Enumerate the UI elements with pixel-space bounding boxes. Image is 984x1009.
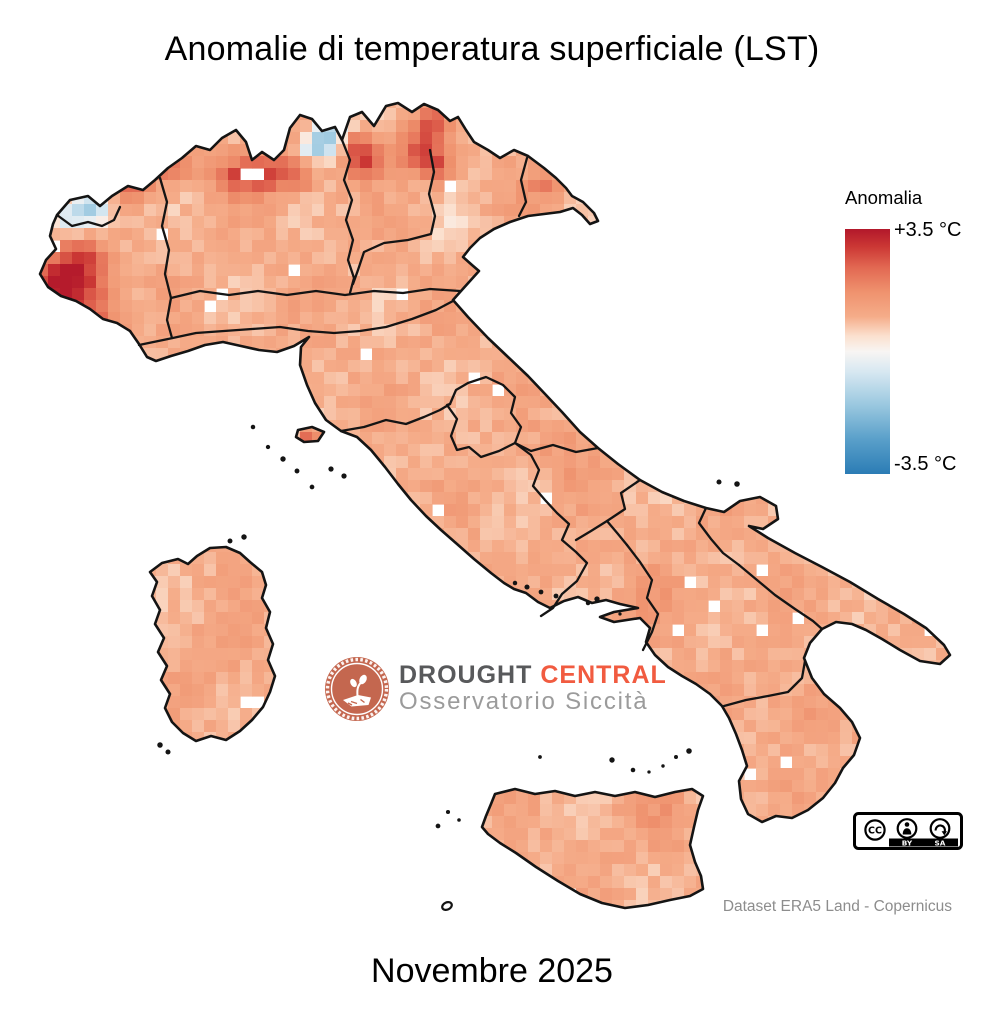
logo-wordmark-drought: DROUGHT xyxy=(399,661,533,689)
border-lombardia-est xyxy=(340,138,356,295)
outline-mainland xyxy=(38,101,952,824)
logo-subtitle: Osservatorio Siccità xyxy=(399,688,649,715)
border-piemonte-lombardia xyxy=(158,176,174,340)
colorbar-title: Anomalia xyxy=(845,187,923,208)
border-abruzzo-molise xyxy=(574,478,642,542)
colorbar-max-label: +3.5 °C xyxy=(894,219,962,241)
border-veneto-friuli xyxy=(517,156,529,218)
outline-elba xyxy=(294,425,326,444)
cc-sa-label: SA xyxy=(935,838,946,847)
border-trentino-veneto xyxy=(351,148,437,286)
cc-by-label: BY xyxy=(902,838,913,847)
region-borders xyxy=(55,138,824,708)
border-liguria-appennino xyxy=(137,299,455,347)
border-toscana-lazio xyxy=(339,402,452,433)
colorbar-min-label: -3.5 °C xyxy=(894,453,957,475)
drought-central-emblem-icon xyxy=(325,657,389,721)
border-basilicata-calabria xyxy=(722,659,807,708)
outline-sicilia xyxy=(480,787,705,910)
outline-pantelleria xyxy=(441,901,453,911)
logo-wordmark-central: CENTRAL xyxy=(540,661,667,689)
border-molise-campania xyxy=(605,519,629,547)
period-label: Novembre 2025 xyxy=(371,952,613,990)
cc-by-icon xyxy=(896,818,918,839)
border-po xyxy=(169,287,462,300)
cc-icon: CC xyxy=(864,819,886,841)
figure-title: Anomalie di temperatura superficiale (LS… xyxy=(164,30,820,68)
dataset-attribution: Dataset ERA5 Land - Copernicus xyxy=(722,898,952,915)
minor-islands xyxy=(157,424,740,829)
outline-sardegna xyxy=(148,545,277,743)
logo-wordmark: DROUGHT CENTRAL xyxy=(399,662,667,688)
colorbar-gradient xyxy=(845,229,890,474)
border-marche-abruzzo xyxy=(513,441,600,454)
border-molise-puglia xyxy=(697,506,741,567)
border-puglia-basilicata xyxy=(737,563,824,631)
cc-sa-icon xyxy=(929,818,951,839)
drought-central-logo: DROUGHT CENTRAL Osservatorio Siccità xyxy=(324,656,667,722)
border-campania-basilicata xyxy=(625,543,660,652)
border-valle-aosta xyxy=(55,205,122,228)
anomaly-raster-cells xyxy=(40,103,950,908)
coastlines xyxy=(38,101,952,911)
logo-text: DROUGHT CENTRAL Osservatorio Siccità xyxy=(399,662,667,716)
cc-by-sa-badge: CC BY SA xyxy=(853,812,963,855)
border-lazio-abruzzo-campania xyxy=(513,441,589,618)
